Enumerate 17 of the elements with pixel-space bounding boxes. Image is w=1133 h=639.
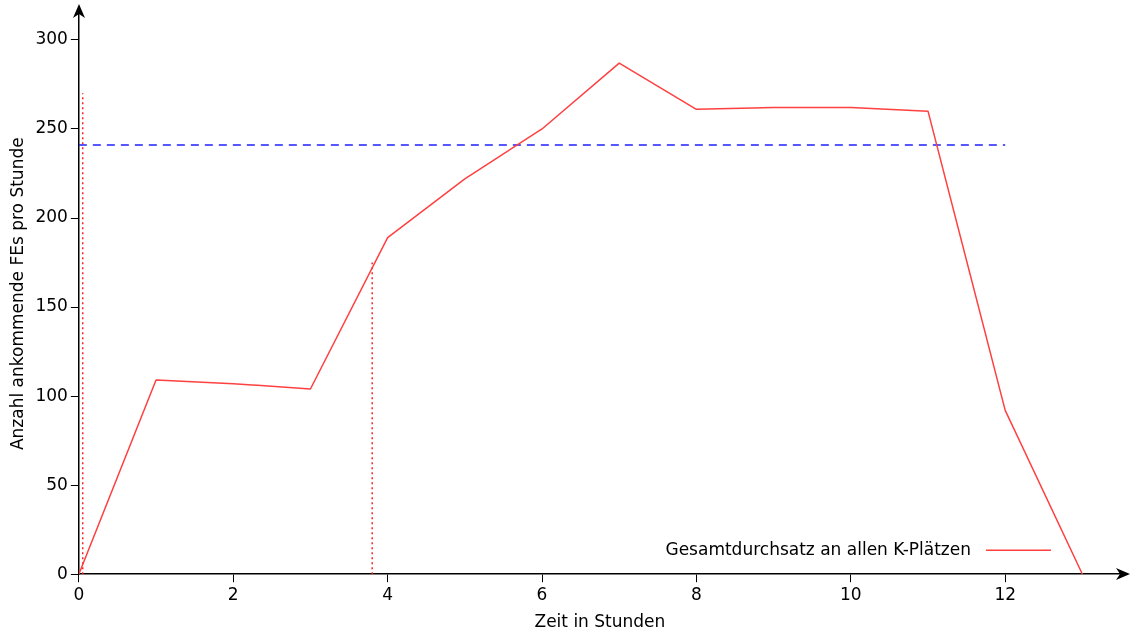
y-tick-label: 250 <box>35 117 68 138</box>
x-tick-label: 10 <box>839 583 862 604</box>
x-tick-label: 4 <box>382 583 394 604</box>
y-tick-label: 150 <box>35 295 68 316</box>
x-tick-label: 12 <box>994 583 1017 604</box>
y-tick-label: 300 <box>35 28 68 49</box>
x-tick-label: 0 <box>73 583 85 604</box>
y-tick-label: 200 <box>35 206 68 227</box>
y-axis-title: Anzahl ankommende FEs pro Stunde <box>6 137 27 451</box>
x-tick-label: 2 <box>227 583 239 604</box>
legend-label: Gesamtdurchsatz an allen K-Plätzen <box>665 538 971 559</box>
x-tick-label: 8 <box>691 583 702 604</box>
y-tick-label: 100 <box>35 384 68 405</box>
x-tick-label: 6 <box>536 583 548 604</box>
x-axis-title: Zeit in Stunden <box>534 611 666 632</box>
y-tick-label: 0 <box>57 562 68 583</box>
y-tick-label: 50 <box>46 473 68 494</box>
